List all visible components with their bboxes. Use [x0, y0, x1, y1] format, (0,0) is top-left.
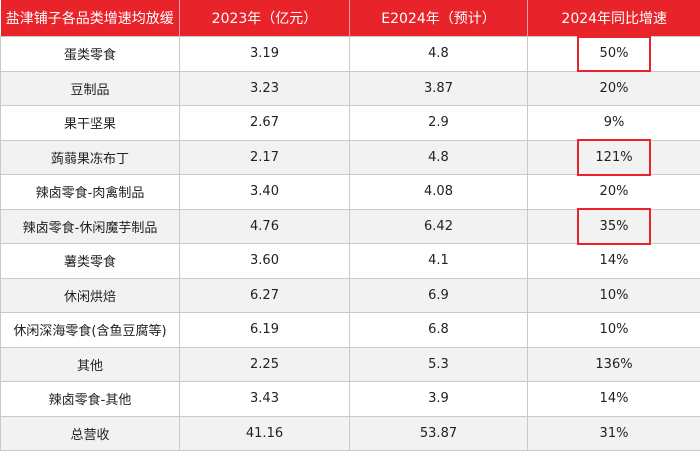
cell-category: 薯类零食: [0, 243, 180, 279]
cell-growth: 20%: [527, 174, 700, 210]
cell-2024e: 6.42: [349, 208, 528, 244]
cell-category: 休闲深海零食(含鱼豆腐等): [0, 312, 180, 348]
cell-growth: 10%: [527, 312, 700, 348]
table-row: 其他 2.25 5.3 136%: [0, 346, 700, 382]
table-row: 蛋类零食 3.19 4.8 50%: [0, 36, 700, 72]
cell-2024e: 6.8: [349, 312, 528, 348]
table-row: 总营收 41.16 53.87 31%: [0, 415, 700, 451]
cell-2024e: 4.1: [349, 243, 528, 279]
cell-category: 休闲烘焙: [0, 277, 180, 313]
cell-growth: 10%: [527, 277, 700, 313]
cell-2023: 2.17: [179, 139, 350, 175]
table-row: 薯类零食 3.60 4.1 14%: [0, 243, 700, 279]
table-row: 蒟蒻果冻布丁 2.17 4.8 121%: [0, 139, 700, 175]
table-row: 辣卤零食-肉禽制品 3.40 4.08 20%: [0, 174, 700, 210]
cell-growth: 136%: [527, 346, 700, 382]
cell-growth: 50%: [527, 36, 700, 72]
table-row: 果干坚果 2.67 2.9 9%: [0, 105, 700, 141]
cell-category: 蛋类零食: [0, 36, 180, 72]
header-growth: 2024年同比增速: [527, 0, 700, 37]
table-row: 豆制品 3.23 3.87 20%: [0, 70, 700, 106]
cell-growth: 20%: [527, 70, 700, 106]
cell-2023: 41.16: [179, 415, 350, 451]
cell-category: 辣卤零食-肉禽制品: [0, 174, 180, 210]
cell-2023: 6.19: [179, 312, 350, 348]
cell-2024e: 4.08: [349, 174, 528, 210]
cell-category: 辣卤零食-其他: [0, 381, 180, 417]
table-row: 休闲深海零食(含鱼豆腐等) 6.19 6.8 10%: [0, 312, 700, 348]
cell-2023: 4.76: [179, 208, 350, 244]
cell-2024e: 3.87: [349, 70, 528, 106]
cell-2023: 3.40: [179, 174, 350, 210]
cell-2024e: 2.9: [349, 105, 528, 141]
cell-category: 总营收: [0, 415, 180, 451]
cell-2024e: 53.87: [349, 415, 528, 451]
table-row: 辣卤零食-其他 3.43 3.9 14%: [0, 381, 700, 417]
header-2023: 2023年（亿元）: [179, 0, 350, 37]
cell-2023: 3.43: [179, 381, 350, 417]
cell-2024e: 3.9: [349, 381, 528, 417]
cell-2023: 3.23: [179, 70, 350, 106]
header-2024e: E2024年（预计）: [349, 0, 528, 37]
table-header-row: 盐津铺子各品类增速均放缓 2023年（亿元） E2024年（预计） 2024年同…: [0, 0, 700, 37]
cell-category: 蒟蒻果冻布丁: [0, 139, 180, 175]
cell-2023: 3.60: [179, 243, 350, 279]
cell-growth: 14%: [527, 381, 700, 417]
cell-2023: 2.67: [179, 105, 350, 141]
cell-growth: 9%: [527, 105, 700, 141]
table-row: 休闲烘焙 6.27 6.9 10%: [0, 277, 700, 313]
cell-category: 果干坚果: [0, 105, 180, 141]
cell-2024e: 4.8: [349, 139, 528, 175]
cell-growth: 14%: [527, 243, 700, 279]
cell-category: 其他: [0, 346, 180, 382]
cell-2024e: 4.8: [349, 36, 528, 72]
cell-2024e: 5.3: [349, 346, 528, 382]
table-row: 辣卤零食-休闲魔芋制品 4.76 6.42 35%: [0, 208, 700, 244]
cell-growth: 31%: [527, 415, 700, 451]
cell-growth: 35%: [527, 208, 700, 244]
cell-growth: 121%: [527, 139, 700, 175]
cell-2023: 3.19: [179, 36, 350, 72]
cell-2023: 6.27: [179, 277, 350, 313]
cell-category: 豆制品: [0, 70, 180, 106]
cell-category: 辣卤零食-休闲魔芋制品: [0, 208, 180, 244]
cell-2023: 2.25: [179, 346, 350, 382]
header-category: 盐津铺子各品类增速均放缓: [0, 0, 180, 37]
cell-2024e: 6.9: [349, 277, 528, 313]
